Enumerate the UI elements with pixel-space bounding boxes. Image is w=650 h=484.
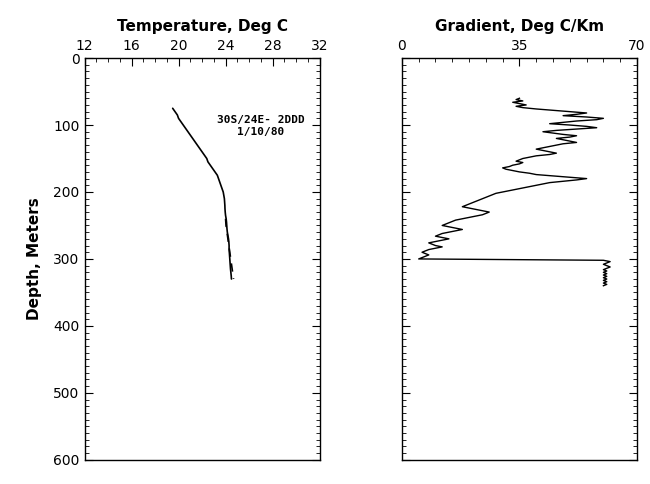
Y-axis label: Depth, Meters: Depth, Meters: [27, 197, 42, 320]
X-axis label: Temperature, Deg C: Temperature, Deg C: [116, 19, 287, 34]
Text: 30S/24E- 2DDD
1/10/80: 30S/24E- 2DDD 1/10/80: [217, 115, 305, 136]
X-axis label: Gradient, Deg C/Km: Gradient, Deg C/Km: [435, 19, 604, 34]
